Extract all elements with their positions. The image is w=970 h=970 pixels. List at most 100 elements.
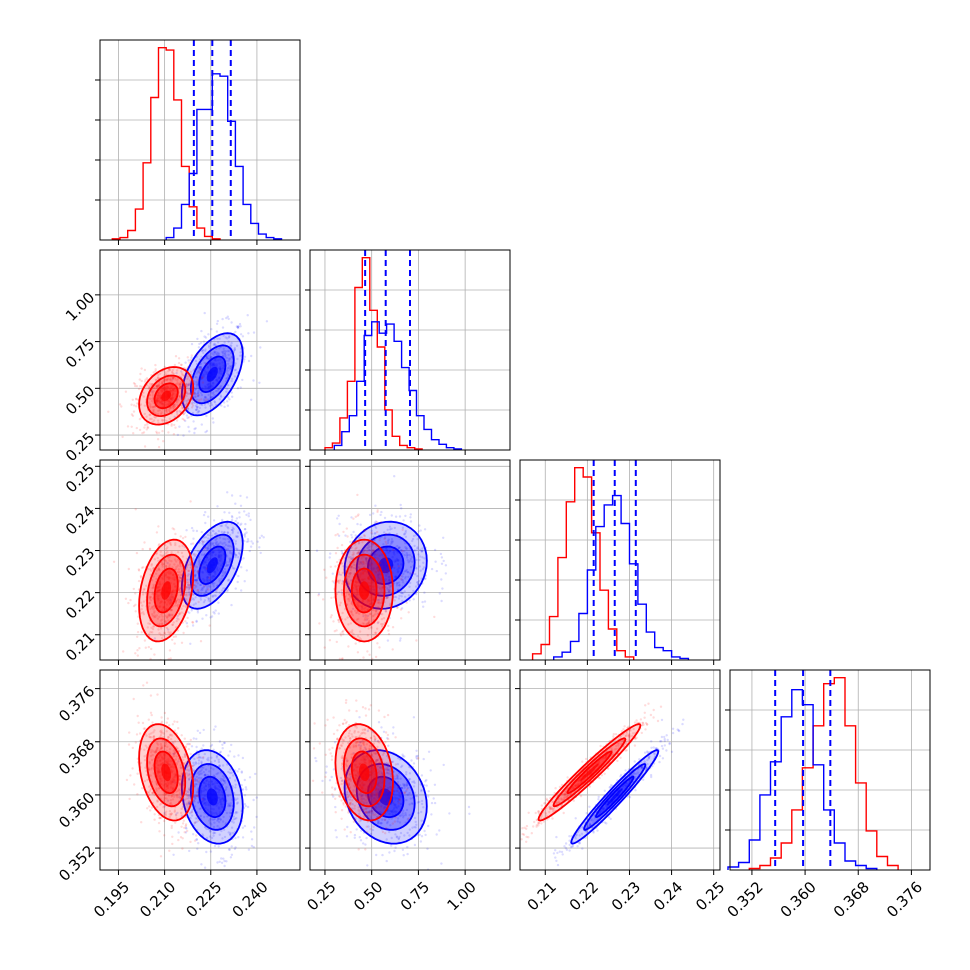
scatter-point [400,507,403,510]
scatter-point [228,368,232,371]
scatter-point [162,378,166,381]
density-fill-series-1 [206,788,218,806]
scatter-point [380,821,383,825]
scatter-point [227,317,230,321]
scatter-point [200,403,204,407]
scatter-point [200,863,203,866]
scatter-point [206,547,209,550]
scatter-point [238,553,241,556]
scatter-point [403,570,406,573]
scatter-point [174,403,177,406]
scatter-point [189,738,192,742]
scatter-point [148,417,152,421]
scatter-point [396,581,399,585]
scatter-point [216,337,219,340]
scatter-point [370,625,373,629]
scatter-point [142,613,145,616]
scatter-point [167,613,170,617]
scatter-point [203,547,206,550]
scatter-point [356,493,359,497]
scatter-point [243,358,246,361]
scatter-point [171,377,174,380]
scatter-point [196,550,200,553]
scatter-point [386,639,390,642]
scatter-point [169,738,173,741]
scatter-point [188,774,191,777]
scatter-point [366,550,369,553]
scatter-point [156,556,159,560]
scatter-point [207,544,210,547]
scatter-point [356,514,359,517]
scatter-point [152,731,155,734]
contour-series-1 [180,332,244,417]
scatter-point [184,563,188,567]
scatter-point [206,586,209,589]
scatter-point [196,756,199,760]
scatter-point [347,572,351,575]
scatter-point [153,614,156,617]
scatter-point [156,747,159,750]
scatter-point [172,621,175,624]
scatter-point [196,405,199,409]
scatter-panel-3-0 [99,669,301,871]
scatter-point [148,805,151,808]
scatter-point [370,532,374,535]
scatter-point [210,396,214,399]
panel-content [311,699,471,870]
scatter-point [375,759,378,762]
scatter-point [367,557,371,560]
scatter-point [229,856,233,859]
scatter-point [178,778,181,781]
scatter-point [132,410,136,413]
scatter-point [189,604,192,607]
scatter-point [352,632,355,636]
scatter-point [150,399,154,403]
scatter-point [332,620,335,623]
scatter-point [229,768,232,771]
scatter-point [178,789,182,792]
scatter-point [233,755,236,758]
scatter-point [180,786,183,790]
scatter-point [163,378,166,381]
scatter-point [192,799,195,802]
scatter-point [132,604,136,608]
scatter-point [211,594,214,598]
scatter-point [244,786,248,789]
scatter-point [233,369,236,372]
scatter-point [197,776,201,780]
scatter-point [163,744,167,748]
scatter-point [218,578,221,581]
scatter-point [367,548,370,552]
scatter-point [224,564,227,568]
scatter-point [163,365,166,369]
scatter-point [317,594,320,597]
scatter-point [211,818,214,821]
scatter-point [400,617,403,620]
scatter-point [185,603,188,606]
scatter-point [170,406,173,409]
scatter-point [245,513,248,517]
diagonal-panel-0 [99,39,301,241]
scatter-point [174,821,177,824]
scatter-point [205,429,209,433]
scatter-point [198,755,201,759]
scatter-point [190,406,194,409]
scatter-point [185,561,188,564]
scatter-point [188,795,191,798]
scatter-point [197,390,200,393]
scatter-point [214,609,217,612]
scatter-point [171,378,174,381]
scatter-point [179,576,183,580]
scatter-point [190,609,193,612]
scatter-point [418,558,421,562]
scatter-point [247,332,250,335]
scatter-point [151,792,154,795]
scatter-point [208,600,212,603]
scatter-point [352,553,355,556]
scatter-point [178,395,182,398]
scatter-point [338,657,342,660]
scatter-point [174,604,177,607]
contour-series-0 [350,567,378,614]
scatter-point [247,359,251,363]
scatter-panel-2-1 [309,459,511,661]
